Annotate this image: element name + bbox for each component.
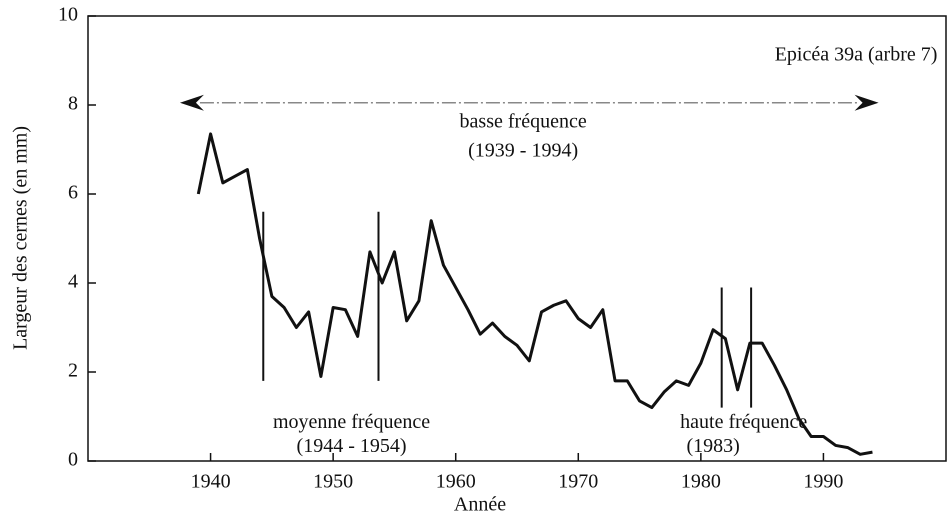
x-tick-label: 1940: [191, 471, 231, 493]
x-tick-label: 1980: [681, 471, 721, 493]
y-tick-label: 10: [58, 4, 78, 26]
annotation: (1983): [686, 435, 739, 457]
arrow-head: [854, 94, 879, 111]
data-line: [196, 132, 873, 456]
y-axis-label: Largeur des cernes (en mm): [10, 126, 32, 350]
y-tick-label: 0: [68, 449, 78, 471]
x-tick-label: 1990: [803, 471, 843, 493]
x-tick-label: 1950: [313, 471, 353, 493]
annotation: basse fréquence: [460, 110, 587, 132]
annotation: (1939 - 1994): [468, 139, 578, 161]
annotation: haute fréquence: [680, 411, 807, 433]
annotation: moyenne fréquence: [273, 411, 430, 433]
x-tick-label: 1970: [558, 471, 598, 493]
plot-frame: [87, 15, 947, 462]
y-tick-label: 4: [68, 271, 78, 293]
annotation: Epicéa 39a (arbre 7): [775, 44, 938, 66]
arrow-head: [179, 94, 204, 111]
x-axis-label: Année: [454, 494, 506, 516]
y-tick-label: 8: [68, 93, 78, 115]
annotation: (1944 - 1954): [297, 435, 407, 457]
y-tick-label: 6: [68, 182, 78, 204]
y-tick-label: 2: [68, 360, 78, 382]
x-tick-label: 1960: [436, 471, 476, 493]
